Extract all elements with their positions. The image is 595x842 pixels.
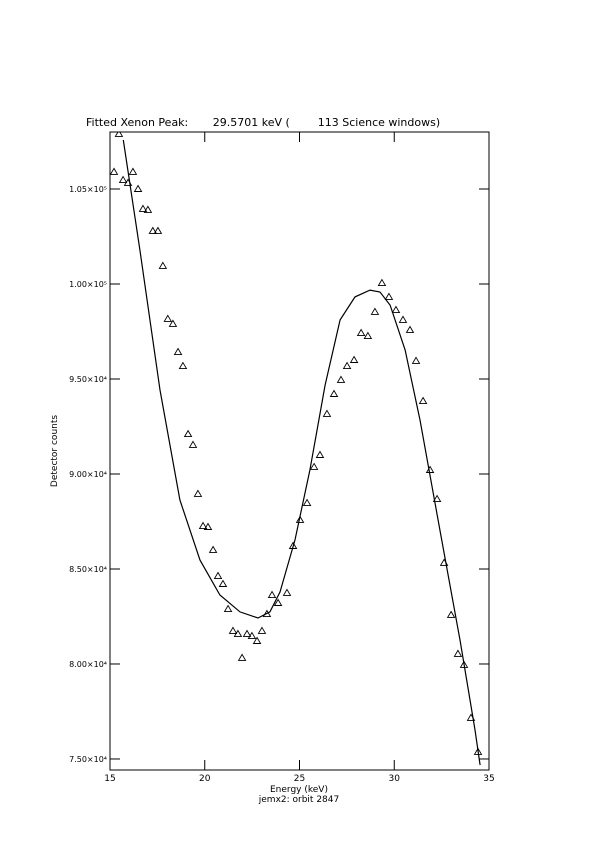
data-point bbox=[432, 494, 442, 503]
data-point bbox=[168, 319, 178, 327]
data-point bbox=[282, 588, 292, 596]
x-tick-label: 30 bbox=[389, 774, 401, 784]
data-point bbox=[418, 396, 428, 404]
data-point bbox=[114, 132, 124, 137]
data-point bbox=[377, 278, 387, 286]
x-tick-label: 35 bbox=[483, 774, 494, 784]
x-axis-label: Energy (keV) bbox=[270, 785, 328, 795]
data-point bbox=[391, 305, 401, 313]
data-point bbox=[398, 315, 408, 323]
data-point bbox=[173, 347, 183, 355]
y-axis-label: Detector counts bbox=[50, 415, 60, 487]
y-tick-label: 7.50×10⁴ bbox=[69, 755, 107, 764]
data-point bbox=[203, 522, 213, 530]
data-point bbox=[329, 389, 339, 397]
data-point bbox=[242, 629, 252, 637]
data-point bbox=[405, 325, 415, 333]
data-point bbox=[247, 631, 257, 640]
data-point bbox=[453, 649, 463, 657]
data-point bbox=[411, 356, 421, 364]
data-point bbox=[148, 226, 158, 234]
data-point bbox=[213, 571, 223, 579]
x-tick-label: 15 bbox=[104, 774, 115, 784]
data-point bbox=[309, 462, 319, 470]
data-point bbox=[315, 450, 325, 458]
data-point bbox=[336, 375, 346, 383]
data-point bbox=[183, 429, 193, 438]
plot-area bbox=[110, 132, 483, 766]
y-tick-label: 1.05×10⁵ bbox=[69, 185, 107, 194]
subtitle: jemx2: orbit 2847 bbox=[258, 795, 339, 805]
data-point bbox=[363, 331, 373, 340]
data-point bbox=[118, 175, 128, 184]
data-point bbox=[342, 361, 352, 370]
data-point bbox=[193, 489, 203, 497]
y-tick-label: 8.50×10⁴ bbox=[69, 565, 107, 574]
data-point bbox=[370, 307, 380, 315]
y-tick-label: 1.00×10⁵ bbox=[69, 280, 107, 289]
data-point bbox=[223, 604, 233, 613]
y-tick-label: 9.00×10⁴ bbox=[69, 470, 107, 479]
data-point bbox=[110, 167, 119, 175]
data-point bbox=[138, 204, 148, 212]
y-tick-label: 9.50×10⁴ bbox=[69, 375, 107, 384]
data-point bbox=[188, 440, 198, 448]
data-point bbox=[128, 167, 138, 175]
data-point bbox=[198, 521, 208, 529]
data-point bbox=[252, 636, 262, 644]
data-point bbox=[153, 226, 163, 234]
data-point bbox=[228, 626, 238, 634]
data-point bbox=[178, 361, 188, 370]
data-point bbox=[257, 626, 267, 634]
data-point bbox=[322, 409, 332, 417]
data-point bbox=[158, 261, 168, 269]
data-point bbox=[267, 590, 277, 598]
data-point bbox=[349, 355, 359, 363]
data-point bbox=[143, 205, 153, 213]
data-point bbox=[208, 545, 218, 553]
data-point bbox=[273, 598, 283, 606]
data-point bbox=[163, 314, 173, 322]
data-point bbox=[237, 653, 247, 661]
data-point bbox=[356, 328, 366, 336]
data-point bbox=[233, 629, 243, 637]
data-point bbox=[133, 184, 143, 192]
x-tick-label: 20 bbox=[199, 774, 211, 784]
fit-line bbox=[122, 139, 481, 766]
data-point bbox=[262, 609, 272, 617]
data-point bbox=[295, 515, 305, 523]
y-tick-label: 8.00×10⁴ bbox=[69, 660, 107, 669]
x-tick-label: 25 bbox=[294, 774, 305, 784]
data-point bbox=[384, 292, 394, 300]
data-point bbox=[446, 610, 456, 618]
chart-title: Fitted Xenon Peak: 29.5701 keV ( 113 Sci… bbox=[86, 116, 440, 129]
data-point bbox=[218, 579, 228, 587]
data-point bbox=[302, 498, 312, 507]
